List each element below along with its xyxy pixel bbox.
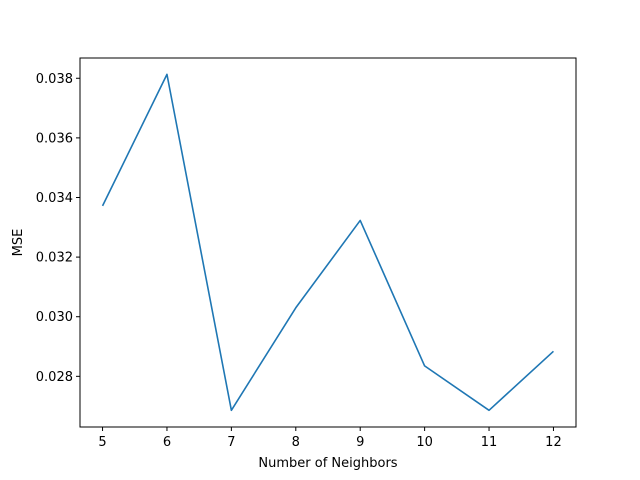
- x-tick-label: 5: [98, 435, 106, 450]
- y-tick-label: 0.036: [36, 131, 73, 146]
- x-axis-ticks: 5 6 7 8 9 10 11 12: [98, 427, 562, 450]
- y-tick-label: 0.028: [36, 370, 73, 385]
- x-tick-label: 11: [481, 435, 498, 450]
- plot-background: [80, 58, 576, 427]
- x-tick-label: 6: [163, 435, 171, 450]
- x-tick-label: 9: [356, 435, 364, 450]
- y-tick-label: 0.030: [36, 310, 73, 325]
- y-axis-ticks: 0.028 0.030 0.032 0.034 0.036 0.038: [36, 72, 80, 385]
- y-tick-label: 0.032: [36, 251, 73, 266]
- x-tick-label: 12: [545, 435, 562, 450]
- y-tick-label: 0.038: [36, 72, 73, 87]
- x-axis-label: Number of Neighbors: [258, 456, 397, 471]
- y-tick-label: 0.034: [36, 191, 73, 206]
- x-tick-label: 10: [416, 435, 433, 450]
- plot-frame: [79, 57, 577, 428]
- mse-series-line: [101, 73, 554, 412]
- y-axis-label: MSE: [11, 229, 26, 257]
- x-tick-label: 8: [292, 435, 300, 450]
- x-tick-label: 7: [227, 435, 235, 450]
- series-layer: [101, 73, 554, 412]
